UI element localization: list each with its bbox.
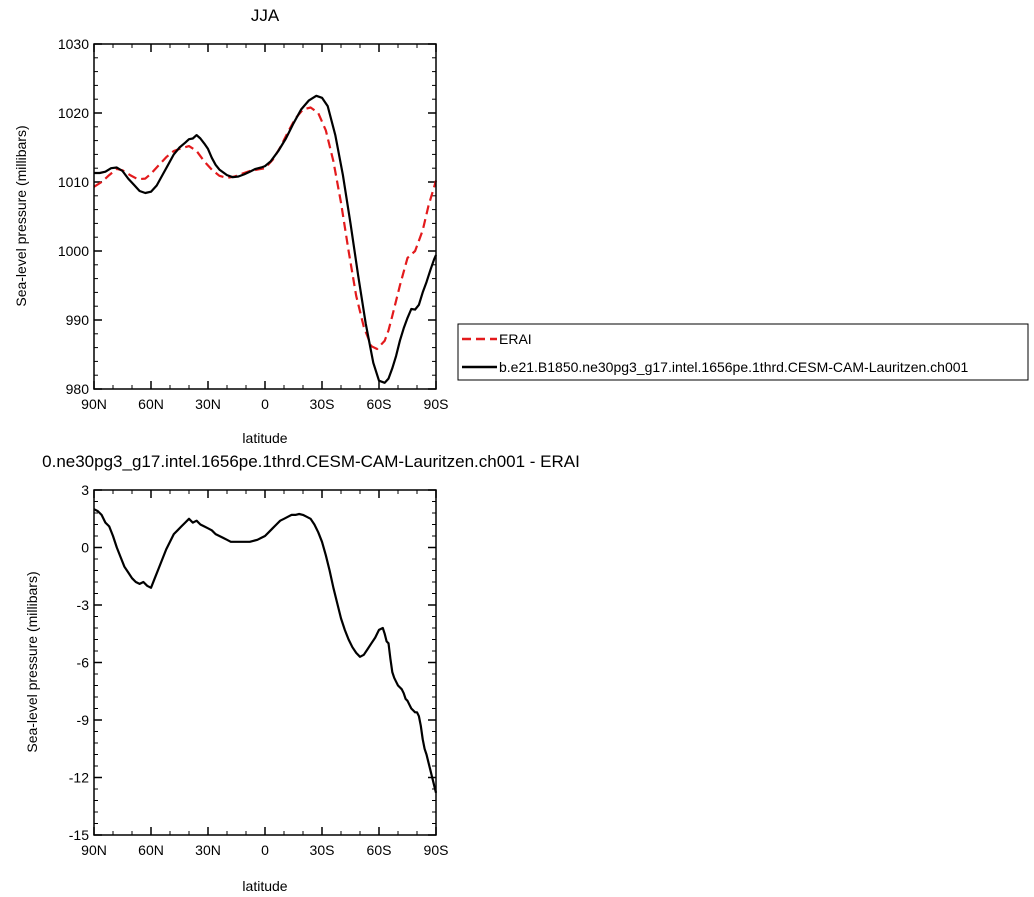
bottom-chart-ylabel: Sea-level pressure (millibars)	[24, 571, 40, 752]
top-chart-xlabel: latitude	[242, 430, 287, 446]
legend: ERAI b.e21.B1850.ne30pg3_g17.intel.1656p…	[457, 323, 1029, 381]
bottom-chart-xtick-label: 60S	[367, 842, 392, 858]
legend-label-model: b.e21.B1850.ne30pg3_g17.intel.1656pe.1th…	[499, 359, 969, 375]
top-chart-xtick-label: 60S	[367, 396, 392, 412]
bottom-chart-ytick-label: -15	[69, 827, 89, 843]
top-chart-ytick-label: 1000	[58, 243, 89, 259]
bottom-chart-xtick-label: 60N	[138, 842, 164, 858]
top-chart-frame	[93, 43, 437, 390]
bottom-chart-ytick-label: 0	[81, 540, 89, 556]
top-chart-title: JJA	[251, 6, 280, 25]
legend-box	[457, 323, 1029, 381]
legend-label-erai: ERAI	[499, 331, 532, 347]
bottom-chart-xtick-label: 30N	[195, 842, 221, 858]
top-chart-ticks: 90N 60N 30N 0 30S 60S 90S 980 990 1000 1010 1020 103…	[58, 36, 449, 412]
bottom-chart: 0.ne30pg3_g17.intel.1656pe.1thrd.CESM-CA…	[24, 452, 580, 894]
top-chart-xtick-label: 30S	[310, 396, 335, 412]
bottom-chart-series-line-0	[93, 508, 438, 794]
top-chart-xtick-label: 30N	[195, 396, 221, 412]
top-chart-xtick-label: 90S	[424, 396, 449, 412]
bottom-chart-frame	[93, 489, 437, 836]
top-chart-ytick-label: 1010	[58, 174, 89, 190]
bottom-chart-xlabel: latitude	[242, 878, 287, 894]
bottom-chart-xtick-label: 0	[261, 842, 269, 858]
top-chart-xtick-label: 60N	[138, 396, 164, 412]
top-chart: JJA Sea-level pressure (millibars) latit…	[13, 6, 448, 446]
bottom-chart-ytick-label: -12	[69, 770, 89, 786]
top-chart-xtick-label: 90N	[81, 396, 107, 412]
top-chart-xtick-label: 0	[261, 396, 269, 412]
bottom-chart-ytick-label: -9	[77, 712, 90, 728]
bottom-chart-ytick-label: 3	[81, 482, 89, 498]
top-chart-ytick-label: 1020	[58, 105, 89, 121]
top-chart-ytick-label: 1030	[58, 36, 89, 52]
bottom-chart-ytick-label: -3	[77, 597, 90, 613]
top-chart-series-line-0	[93, 106, 438, 351]
top-chart-ytick-label: 980	[66, 381, 90, 397]
bottom-chart-lines	[93, 508, 438, 794]
bottom-chart-xtick-label: 30S	[310, 842, 335, 858]
top-chart-ylabel: Sea-level pressure (millibars)	[13, 125, 29, 306]
bottom-chart-ytick-label: -6	[77, 655, 90, 671]
bottom-chart-xtick-label: 90N	[81, 842, 107, 858]
bottom-chart-ylabel-group: Sea-level pressure (millibars)	[24, 571, 40, 752]
top-chart-ylabel-group: Sea-level pressure (millibars)	[13, 125, 29, 306]
bottom-chart-title: 0.ne30pg3_g17.intel.1656pe.1thrd.CESM-CA…	[42, 452, 580, 471]
bottom-chart-xtick-label: 90S	[424, 842, 449, 858]
top-chart-lines	[93, 94, 438, 384]
top-chart-series-line-1	[94, 94, 438, 384]
top-chart-ytick-label: 990	[66, 312, 90, 328]
